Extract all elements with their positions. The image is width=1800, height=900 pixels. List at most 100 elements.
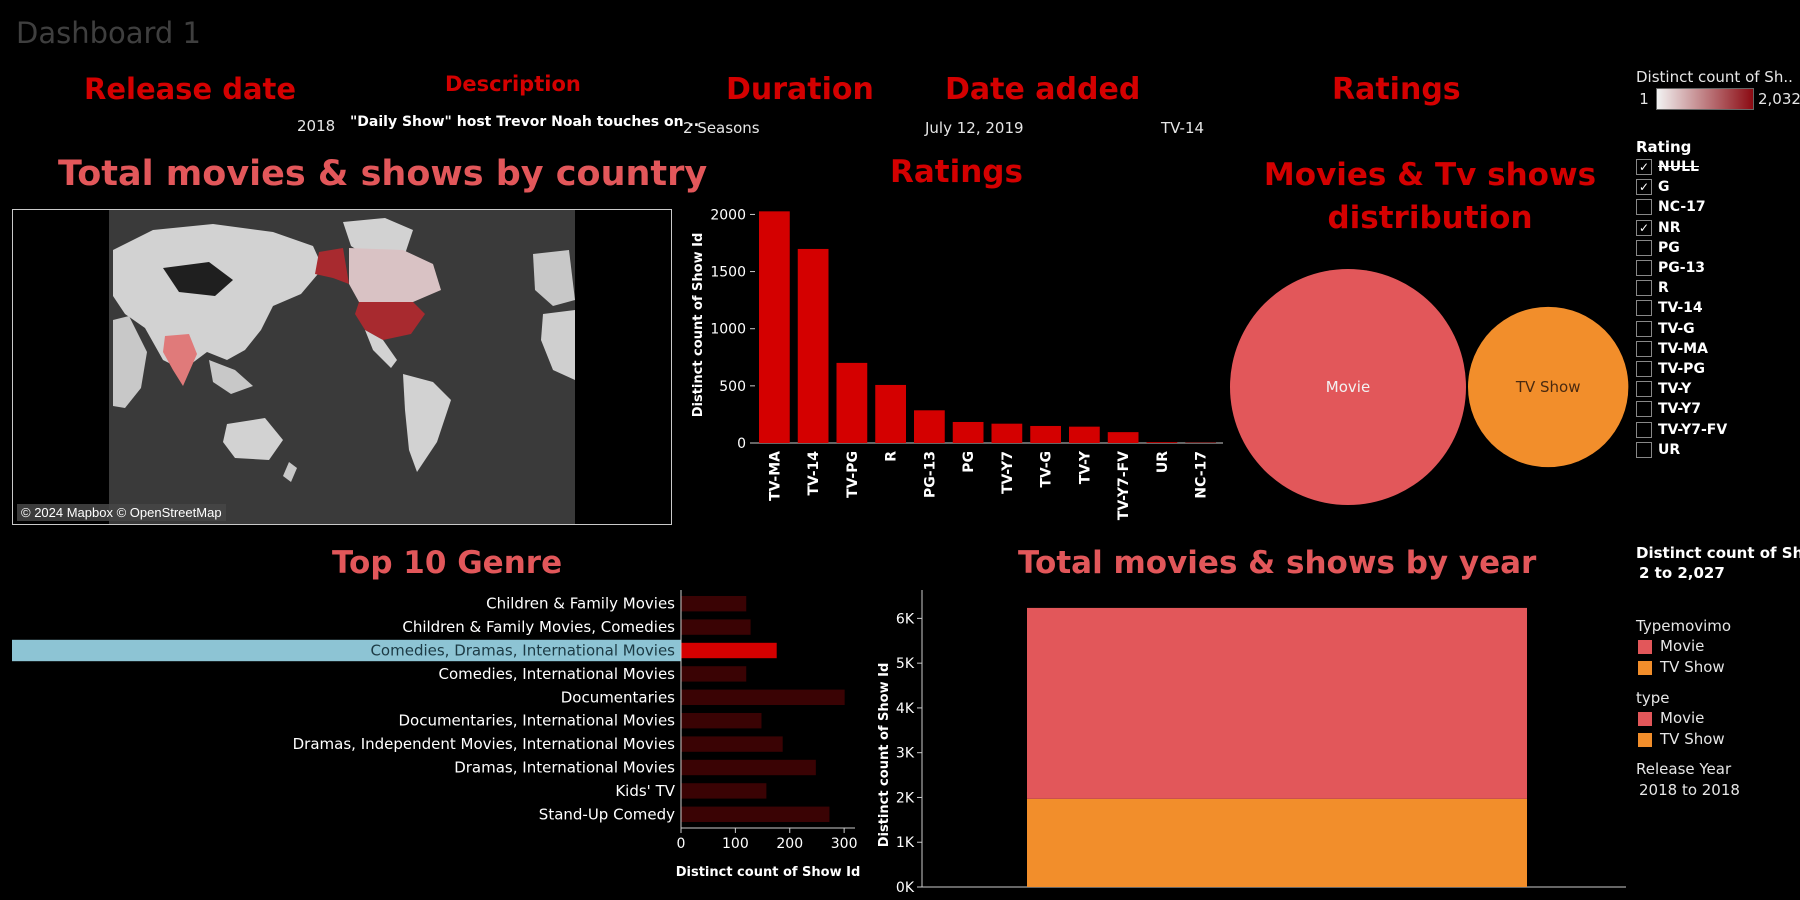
rating-filter-item[interactable]: NC-17 (1636, 197, 1727, 217)
map-africa (113, 316, 147, 408)
ratings-chart-title: Ratings (890, 154, 1023, 190)
rating-filter-label: NR (1658, 219, 1681, 236)
ratings-bar (1146, 442, 1178, 443)
rating-checkbox[interactable] (1636, 239, 1652, 256)
year-y-tick-label: 4K (896, 701, 915, 717)
rating-checkbox[interactable] (1636, 340, 1652, 357)
rating-filter-label: TV-Y7 (1658, 401, 1701, 418)
release-year-legend-range: 2018 to 2018 (1639, 781, 1740, 799)
genre-bar (681, 642, 777, 659)
rating-filter-item[interactable]: PG-13 (1636, 258, 1727, 278)
legend-label: TV Show (1660, 658, 1725, 676)
rating-filter-item[interactable]: TV-G (1636, 319, 1727, 339)
genre-bar (681, 783, 767, 799)
year-y-tick-label: 1K (896, 835, 915, 851)
rating-filter-label: TV-PG (1658, 360, 1705, 377)
bubble-tv-show (1468, 306, 1629, 468)
rating-filter-item[interactable]: ✓ G (1636, 177, 1727, 197)
typemovimo-legend-item[interactable]: TV Show (1638, 658, 1725, 679)
rating-checkbox[interactable] (1636, 300, 1652, 317)
typemovimo-legend: Movie TV Show (1638, 637, 1725, 679)
rating-filter-label: NC-17 (1658, 199, 1706, 216)
country-map[interactable]: © 2024 Mapbox © OpenStreetMap (12, 209, 672, 525)
rating-filter-item[interactable]: TV-PG (1636, 359, 1727, 379)
genre-x-axis-label: Distinct count of Show Id (676, 865, 861, 880)
map-india (163, 334, 197, 386)
rating-checkbox[interactable] (1636, 280, 1652, 297)
map-alaska (315, 248, 349, 284)
ratings-header: Ratings (1332, 72, 1461, 107)
genre-bar (681, 596, 747, 612)
rating-checkbox[interactable] (1636, 360, 1652, 377)
rating-filter-label: UR (1658, 441, 1681, 458)
rating-checkbox[interactable] (1636, 260, 1652, 277)
ratings-x-tick-label: NC-17 (1194, 451, 1210, 499)
rating-filter-item[interactable]: TV-MA (1636, 339, 1727, 359)
rating-filter-label: R (1658, 280, 1669, 297)
ratings-x-tick-label: R (884, 451, 900, 462)
bubble-movie (1230, 269, 1466, 505)
rating-checkbox[interactable] (1636, 381, 1652, 398)
rating-filter-item[interactable]: ✓ NULL (1636, 157, 1727, 177)
ratings-y-tick-label: 2000 (710, 207, 746, 223)
rating-checkbox[interactable] (1636, 320, 1652, 337)
rating-checkbox[interactable] (1636, 421, 1652, 438)
year-y-tick-label: 0K (896, 880, 915, 896)
type-legend-item[interactable]: TV Show (1638, 730, 1725, 751)
rating-filter-label: TV-MA (1658, 340, 1708, 357)
duration-value: 2 Seasons (683, 119, 760, 137)
genre-category-label: Comedies, International Movies (439, 665, 676, 683)
rating-checkbox[interactable] (1636, 401, 1652, 418)
ratings-x-tick-label: TV-MA (767, 451, 783, 501)
color-legend-min: 1 (1639, 90, 1649, 108)
genre-bar (681, 759, 816, 776)
rating-filter-label: PG-13 (1658, 260, 1706, 277)
legend-label: TV Show (1660, 730, 1725, 748)
rating-checkbox[interactable]: ✓ (1636, 179, 1652, 196)
ratings-x-tick-label: TV-Y7 (1000, 451, 1016, 494)
rating-filter-item[interactable]: UR (1636, 440, 1727, 460)
typemovimo-legend-item[interactable]: Movie (1638, 637, 1725, 658)
ratings-bar (759, 211, 790, 443)
duration-header: Duration (726, 72, 874, 107)
rating-checkbox[interactable] (1636, 441, 1652, 458)
color-legend: 1 2,032 (1636, 88, 1800, 110)
ratings-bar (1030, 425, 1061, 443)
map-attribution: © 2024 Mapbox © OpenStreetMap (17, 504, 226, 521)
legend-swatch (1638, 711, 1652, 726)
ratings-bar (914, 410, 945, 443)
rating-filter-label: TV-Y (1658, 381, 1692, 398)
ratings-y-tick-label: 1500 (710, 265, 746, 281)
rating-filter-item[interactable]: TV-Y7-FV (1636, 419, 1727, 439)
map-canada (349, 248, 441, 302)
rating-filter-label: TV-G (1658, 320, 1695, 337)
genre-category-label: Children & Family Movies, Comedies (402, 618, 675, 636)
rating-checkbox[interactable] (1636, 199, 1652, 216)
legend-swatch (1638, 732, 1652, 747)
year-y-axis-label: Distinct count of Show Id (877, 663, 892, 848)
type-legend-title: type (1636, 689, 1670, 707)
rating-checkbox[interactable]: ✓ (1636, 159, 1652, 176)
rating-filter-label: TV-14 (1658, 300, 1703, 317)
dashboard-title: Dashboard 1 (16, 16, 202, 50)
type-legend: Movie TV Show (1638, 709, 1725, 751)
rating-filter-label: TV-Y7-FV (1658, 421, 1728, 438)
color-legend-gradient (1656, 88, 1754, 110)
genre-x-tick-label: 200 (776, 836, 803, 852)
map-mexico (365, 330, 397, 368)
genre-bar (681, 713, 762, 729)
type-legend-item[interactable]: Movie (1638, 709, 1725, 730)
genre-chart: Distinct count of Show Id Children & Fam… (12, 590, 861, 880)
rating-filter-item[interactable]: R (1636, 278, 1727, 298)
year-y-tick-label: 5K (896, 656, 915, 672)
size-legend-title: Distinct count of Sh.. (1636, 544, 1800, 562)
map-africa-west (541, 310, 575, 380)
map-europe-west (533, 250, 575, 306)
rating-checkbox[interactable]: ✓ (1636, 219, 1652, 236)
rating-filter-item[interactable]: TV-Y (1636, 379, 1727, 399)
rating-filter-item[interactable]: TV-14 (1636, 298, 1727, 318)
rating-filter-item[interactable]: ✓ NR (1636, 218, 1727, 238)
rating-filter-item[interactable]: TV-Y7 (1636, 399, 1727, 419)
rating-filter-item[interactable]: PG (1636, 238, 1727, 258)
map-australia (223, 418, 283, 460)
